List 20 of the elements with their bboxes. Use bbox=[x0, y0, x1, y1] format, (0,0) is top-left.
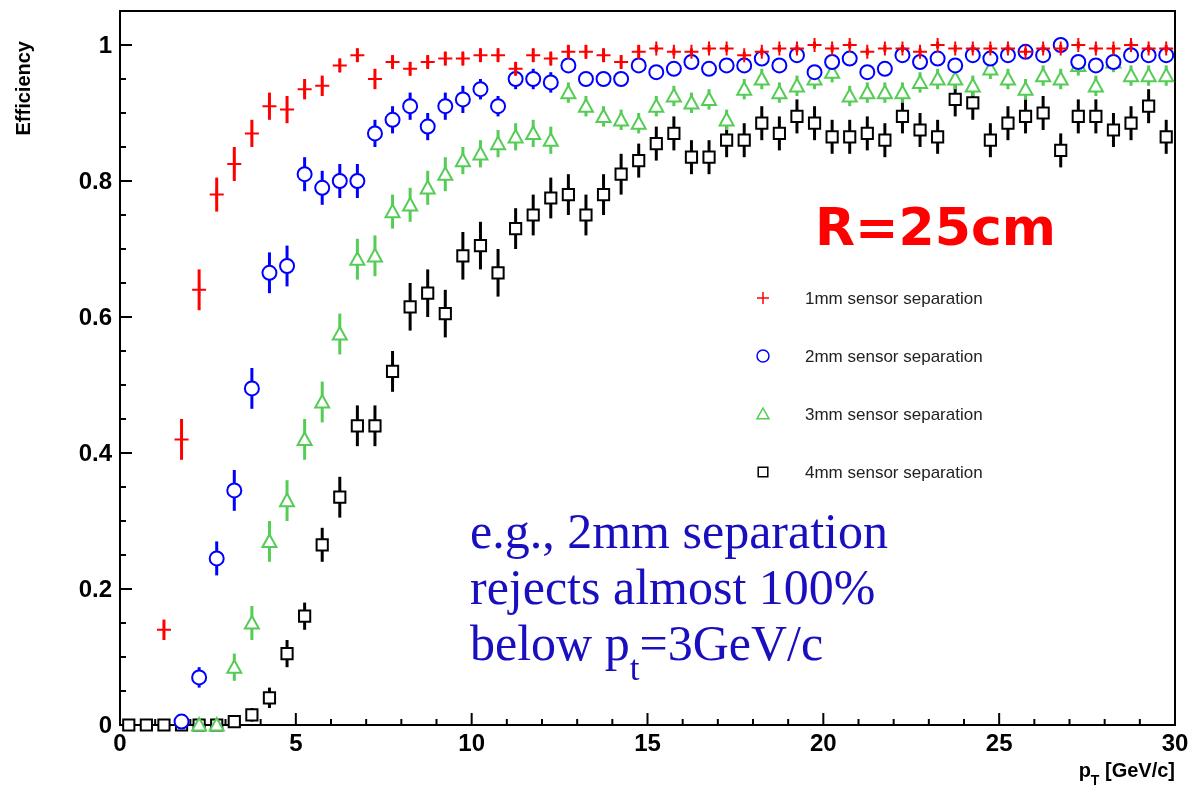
y-axis-title: Efficiency bbox=[12, 40, 34, 136]
y-tick-label: 0.4 bbox=[78, 439, 113, 467]
y-tick-label: 0.8 bbox=[78, 167, 112, 195]
legend-label: 1mm sensor separation bbox=[805, 288, 983, 308]
y-tick-label: 1 bbox=[98, 31, 112, 59]
x-tick-label: 25 bbox=[985, 729, 1013, 756]
annotation: R=25cm bbox=[815, 197, 1056, 257]
legend-label: 2mm sensor separation bbox=[805, 346, 983, 366]
y-tick-label: 0 bbox=[98, 711, 112, 739]
y-tick-label: 0.2 bbox=[78, 575, 112, 603]
x-tick-label: 10 bbox=[458, 729, 486, 756]
annotation: e.g., 2mm separation rejects almost 100% below p$_{t}$=3GeV/c bbox=[470, 503, 888, 688]
x-axis-title: p$_{T}$ [GeV/c] bbox=[1078, 759, 1175, 788]
x-tick-label: 5 bbox=[289, 729, 303, 756]
legend-label: 3mm sensor separation bbox=[805, 404, 983, 424]
x-tick-label: 30 bbox=[1161, 729, 1189, 756]
legend-label: 4mm sensor separation bbox=[805, 462, 983, 482]
x-tick-label: 20 bbox=[809, 729, 837, 756]
y-tick-label: 0.6 bbox=[78, 303, 112, 331]
x-tick-label: 15 bbox=[634, 729, 661, 756]
